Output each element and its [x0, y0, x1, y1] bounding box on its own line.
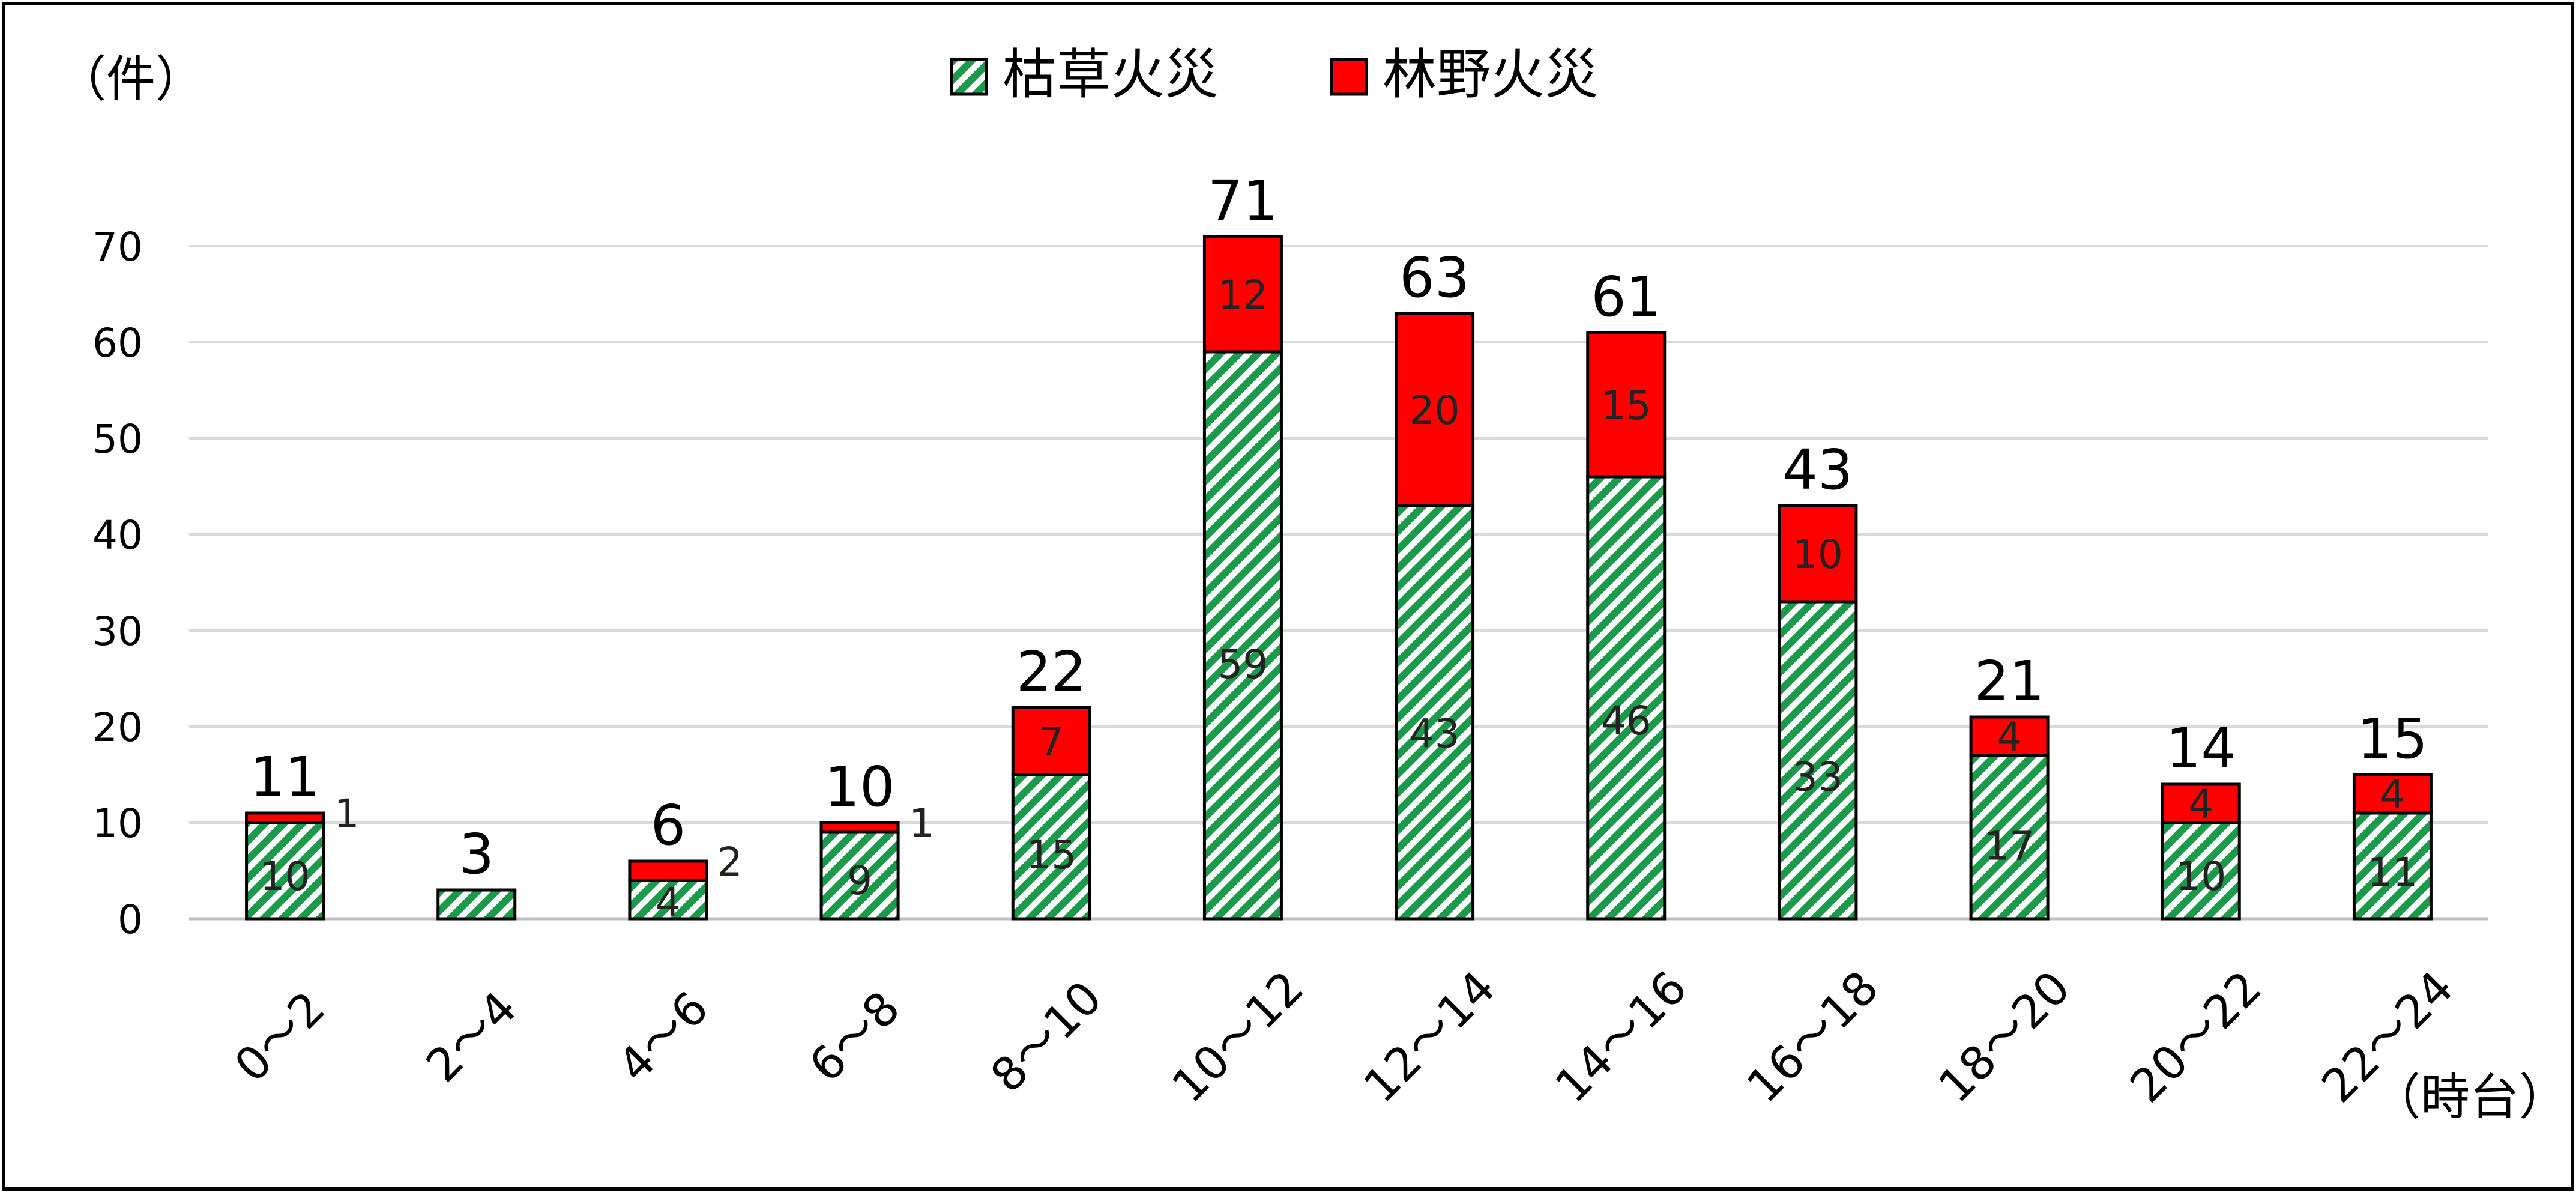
- legend: 枯草火災 林野火災: [950, 43, 1599, 106]
- total-label: 71: [1208, 169, 1278, 233]
- segment-label: 11: [2367, 849, 2418, 895]
- bar-segment-grass: [1395, 504, 1475, 921]
- segment-label: 59: [1217, 641, 1268, 688]
- total-label: 43: [1782, 438, 1853, 502]
- y-tick-label: 10: [92, 800, 143, 847]
- legend-label: 枯草火災: [1003, 43, 1219, 106]
- y-axis: 0 10 20 30 40 50 60 70: [92, 224, 143, 943]
- total-label: 63: [1399, 246, 1470, 310]
- bar-segment-forest: [1778, 504, 1858, 604]
- bar-segment-forest: [1011, 706, 1091, 776]
- segment-label: 20: [1410, 387, 1460, 434]
- bar-segment-forest: [2161, 782, 2241, 824]
- bar-segment-forest: [245, 811, 325, 824]
- segment-label: 4: [1997, 714, 2022, 760]
- bar-segment-forest: [1586, 331, 1667, 479]
- legend-swatch-forest: [1330, 58, 1368, 96]
- bar-segment-forest: [2352, 773, 2433, 815]
- total-label: 11: [250, 745, 320, 809]
- segment-label: 17: [1984, 823, 2035, 870]
- bar-segment-forest: [1969, 715, 2050, 757]
- y-unit-label: （件）: [57, 51, 205, 108]
- bars: [245, 235, 2433, 921]
- segment-label: 33: [1793, 754, 1843, 800]
- total-label: 15: [2357, 707, 2428, 771]
- bar-segment-forest: [1395, 312, 1475, 507]
- segment-label: 2: [717, 839, 743, 885]
- bar-segment-forest: [628, 859, 708, 882]
- total-label: 3: [459, 822, 494, 886]
- grid: [189, 245, 2488, 921]
- segment-label: 4: [656, 879, 681, 925]
- legend-swatch-grass: [950, 58, 988, 96]
- legend-label: 林野火災: [1383, 43, 1599, 106]
- segment-label: 4: [2188, 781, 2213, 827]
- segment-label: 10: [1793, 531, 1843, 578]
- segment-label: 15: [1601, 383, 1651, 429]
- y-tick-label: 20: [92, 704, 143, 751]
- segment-label: 10: [2176, 853, 2226, 900]
- bar-segment-grass: [436, 888, 517, 921]
- segment-label: 46: [1601, 698, 1651, 744]
- segment-label: 7: [1039, 719, 1064, 765]
- segment-label: 43: [1410, 710, 1460, 757]
- y-tick-label: 30: [92, 608, 143, 655]
- bar-segment-grass: [1586, 475, 1667, 921]
- total-label: 6: [651, 793, 686, 858]
- bar-segment-grass: [245, 821, 325, 921]
- segment-label: 10: [260, 853, 310, 900]
- segment-label: 9: [847, 858, 872, 904]
- y-tick-label: 70: [92, 224, 143, 270]
- segment-label: 1: [334, 791, 360, 837]
- total-label: 14: [2166, 716, 2236, 781]
- bar-segment-grass: [1969, 754, 2050, 921]
- bar-segment-grass: [1011, 773, 1091, 921]
- y-tick-label: 0: [118, 897, 143, 943]
- total-label: 21: [1974, 649, 2045, 713]
- total-label: 22: [1016, 640, 1087, 704]
- y-tick-label: 60: [92, 320, 143, 366]
- bar-segment-grass: [2161, 821, 2241, 921]
- y-tick-label: 50: [92, 416, 143, 462]
- x-unit-label: （時台）: [2371, 1069, 2568, 1126]
- total-label: 61: [1591, 265, 1661, 329]
- bar-segment-forest: [819, 821, 900, 834]
- segment-label: 15: [1026, 832, 1076, 878]
- segment-label: 4: [2380, 772, 2405, 818]
- total-label: 10: [825, 755, 895, 819]
- bar-segment-forest: [1202, 235, 1283, 354]
- segment-label: 1: [909, 800, 934, 847]
- bar-segment-grass: [819, 830, 900, 921]
- y-tick-label: 40: [92, 512, 143, 558]
- bar-segment-grass: [1778, 600, 1858, 921]
- segment-label: 12: [1217, 272, 1268, 318]
- bar-segment-grass: [1202, 350, 1283, 921]
